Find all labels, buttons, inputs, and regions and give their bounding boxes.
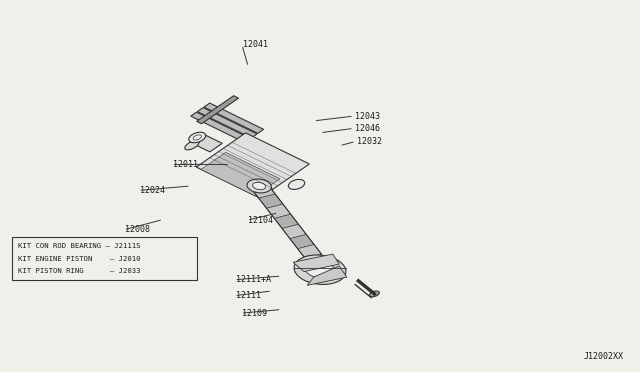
Polygon shape (267, 204, 291, 218)
Text: J12002XX: J12002XX (584, 352, 624, 361)
Ellipse shape (253, 182, 266, 190)
Polygon shape (282, 224, 306, 238)
Polygon shape (298, 244, 322, 259)
Polygon shape (204, 103, 264, 133)
Polygon shape (290, 234, 314, 249)
Polygon shape (190, 134, 222, 152)
Ellipse shape (193, 135, 202, 140)
Text: 12043: 12043 (355, 112, 380, 121)
Text: KIT ENGINE PISTON    – J2010: KIT ENGINE PISTON – J2010 (18, 256, 140, 262)
Text: 12046: 12046 (355, 124, 380, 133)
Text: 12111+A: 12111+A (236, 275, 271, 284)
Ellipse shape (369, 291, 380, 297)
Text: KIT PISTON RING      – J2033: KIT PISTON RING – J2033 (18, 268, 140, 274)
Polygon shape (275, 214, 298, 228)
Polygon shape (293, 254, 339, 272)
Text: 12041: 12041 (243, 40, 268, 49)
Text: 12111: 12111 (236, 291, 260, 300)
Ellipse shape (305, 261, 335, 278)
Ellipse shape (185, 141, 199, 150)
Polygon shape (251, 184, 275, 198)
Polygon shape (197, 108, 257, 138)
Text: 12032: 12032 (357, 137, 382, 146)
Ellipse shape (289, 179, 305, 189)
Text: 12011: 12011 (173, 160, 198, 169)
Text: 12008: 12008 (125, 225, 150, 234)
Polygon shape (307, 266, 347, 285)
Text: 12024: 12024 (140, 186, 164, 195)
Text: KIT CON ROD BEARING – J2111S: KIT CON ROD BEARING – J2111S (18, 243, 140, 249)
Polygon shape (196, 96, 239, 124)
Polygon shape (201, 152, 280, 196)
Text: 12104: 12104 (248, 216, 273, 225)
Polygon shape (196, 133, 309, 198)
Ellipse shape (247, 179, 271, 193)
Polygon shape (191, 112, 250, 142)
Ellipse shape (294, 255, 346, 285)
Text: 12109: 12109 (242, 309, 267, 318)
Polygon shape (259, 194, 283, 208)
Ellipse shape (189, 132, 205, 143)
